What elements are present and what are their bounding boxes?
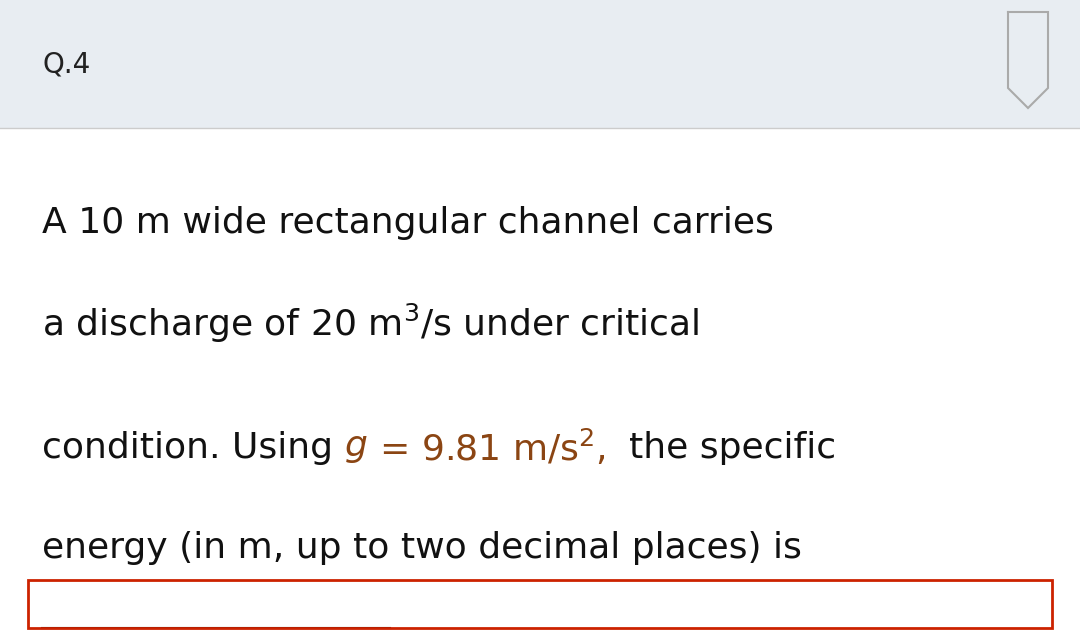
- Text: Q.4: Q.4: [42, 50, 91, 78]
- Bar: [0, 128, 1080, 644]
- Text: a discharge of 20 m$^3$/s under critical: a discharge of 20 m$^3$/s under critical: [42, 301, 700, 345]
- Bar: [28, 580, 1052, 628]
- Bar: [0, 0, 1080, 128]
- Text: = 9.81 m/s$^2$,: = 9.81 m/s$^2$,: [368, 428, 606, 468]
- Text: condition. Using: condition. Using: [42, 431, 345, 465]
- Text: the specific: the specific: [606, 431, 836, 465]
- Text: A 10 m wide rectangular channel carries: A 10 m wide rectangular channel carries: [42, 206, 774, 240]
- Text: $g$: $g$: [345, 431, 368, 465]
- Text: energy (in m, up to two decimal places) is: energy (in m, up to two decimal places) …: [42, 531, 801, 565]
